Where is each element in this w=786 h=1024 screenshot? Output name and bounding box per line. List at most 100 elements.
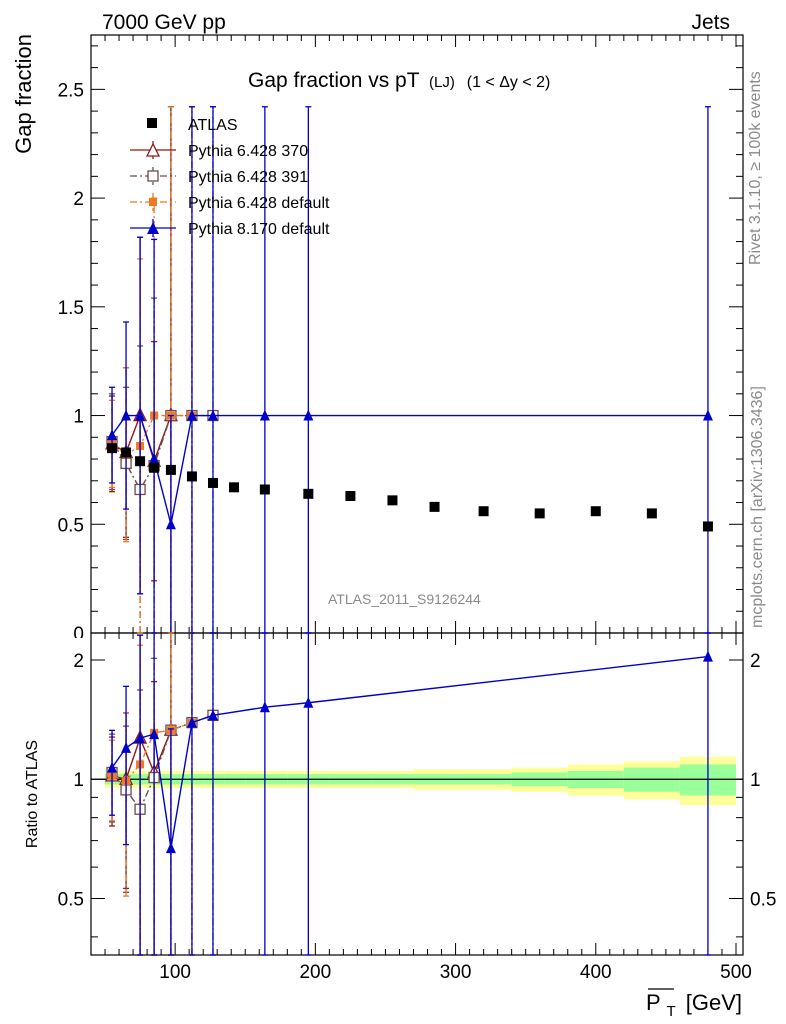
x-tick-label: 500 — [720, 962, 752, 983]
main-title-text: Gap fraction vs pT — [248, 69, 420, 92]
main-point-atlas — [387, 495, 398, 506]
main-point-atlas — [149, 462, 160, 473]
ratio-series-pythia-8-170-default — [107, 632, 713, 956]
main-series-line — [111, 414, 708, 525]
main-point-atlas — [186, 471, 197, 482]
x-axis-label-unit: [GeV] — [686, 990, 742, 1015]
main-y-tick-label: 2 — [73, 189, 84, 210]
legend-label-pythia-8170-default: Pythia 8.170 default — [188, 221, 330, 238]
ratio-y-axis-label: Ratio to ATLAS — [24, 740, 41, 848]
legend-item-pythia-6428-default: Pythia 6.428 default — [130, 193, 330, 212]
main-y-tick-label: 0.5 — [58, 515, 84, 536]
main-y-tick-label: 2.5 — [58, 80, 84, 101]
main-point-atlas — [165, 464, 176, 475]
ratio-series-pythia-6-428-370 — [104, 632, 178, 956]
legend-item-atlas: ATLAS — [147, 117, 238, 134]
main-point-pythia-8-170-default — [702, 409, 713, 421]
main-y-tick-label: 1 — [73, 407, 84, 428]
main-point-atlas — [345, 491, 356, 502]
main-y-tick-label: 1.5 — [58, 298, 84, 319]
main-point-pythia-8-170-default — [207, 409, 218, 421]
main-series-pythia-6-428-370 — [104, 106, 178, 634]
main-point-pythia-8-170-default — [303, 409, 314, 421]
mcplots-label: mcplots.cern.ch [arXiv:1306.3436] — [749, 386, 766, 628]
ratio-point-pythia-8-170-default — [303, 696, 314, 708]
main-series-line — [111, 414, 192, 456]
legend-marker-pythia-6428-370 — [145, 142, 161, 157]
main-point-atlas — [646, 508, 657, 519]
legend-marker-pythia-8170-default — [147, 222, 159, 234]
x-tick-label: 300 — [440, 962, 472, 983]
main-series-pythia-8-170-default — [107, 106, 713, 634]
x-axis-label: P T [GeV] — [646, 990, 742, 1021]
legend-marker-atlas — [147, 118, 157, 128]
rivet-version-label: Rivet 3.1.10, ≥ 100k events — [747, 71, 764, 265]
legend-label-pythia-6428-default: Pythia 6.428 default — [188, 195, 330, 212]
ratio-y-tick-label-left: 1 — [73, 770, 84, 791]
main-point-pythia-8-170-default — [149, 453, 160, 465]
ratio-plot-frame — [90, 632, 744, 956]
axis-ticks: 100 200 300 400 500 0.5 1 1.5 2 2.5 0 0.5 0.5 1 1 2 2 — [58, 35, 776, 983]
main-point-atlas — [259, 484, 270, 495]
x-tick-label: 400 — [580, 962, 612, 983]
ratio-y-tick-label-left: 0.5 — [58, 889, 84, 910]
main-point-atlas — [590, 506, 601, 517]
main-point-pythia-8-170-default — [107, 429, 118, 441]
main-point-atlas — [429, 501, 440, 512]
x-axis-label-subscript: T — [666, 1003, 675, 1020]
ratio-point-pythia-8-170-default — [135, 732, 146, 744]
analysis-watermark: ATLAS_2011_S9126244 — [328, 591, 481, 607]
main-point-atlas — [534, 508, 545, 519]
legend-label-pythia-6428-391: Pythia 6.428 391 — [188, 169, 308, 186]
header-right: Jets — [691, 11, 730, 34]
ratio-y-tick-label-right: 2 — [750, 651, 761, 672]
main-point-atlas — [121, 447, 132, 458]
main-series-atlas — [107, 443, 713, 532]
legend-label-atlas: ATLAS — [188, 117, 238, 134]
legend-marker-pythia-6428-default — [149, 198, 157, 206]
x-tick-label: 100 — [159, 962, 191, 983]
ratio-point-pythia-8-170-default — [207, 709, 218, 721]
legend-label-pythia-6428-370: Pythia 6.428 370 — [188, 143, 308, 160]
ratio-point-pythia-8-170-default — [259, 701, 270, 713]
ratio-series-line — [111, 655, 709, 849]
header-left: 7000 GeV pp — [102, 11, 226, 34]
ratio-point-pythia-8-170-default — [121, 741, 132, 753]
ratio-point-pythia-8-170-default — [702, 650, 713, 662]
legend-marker-pythia-6428-391 — [147, 170, 159, 182]
main-point-atlas — [702, 521, 713, 532]
legend-item-pythia-6428-391: Pythia 6.428 391 — [130, 167, 308, 186]
ratio-point-pythia-8-170-default — [149, 728, 160, 740]
main-point-pythia-8-170-default — [165, 518, 176, 530]
ratio-point-pythia-8-170-default — [165, 842, 176, 854]
ratio-y-tick-label-left: 2 — [73, 651, 84, 672]
ratio-y-tick-label-right: 1 — [750, 770, 761, 791]
ratio-point-pythia-8-170-default — [186, 716, 197, 728]
ratio-point-pythia-8-170-default — [107, 761, 118, 773]
main-point-pythia-8-170-default — [186, 409, 197, 421]
ratio-plot-area — [91, 632, 743, 956]
main-point-pythia-8-170-default — [259, 409, 270, 421]
main-title-sub: (LJ) — [429, 74, 455, 91]
main-y-tick-label-zero: 0 — [73, 624, 84, 645]
main-point-atlas — [478, 506, 489, 517]
legend-item-pythia-8170-default: Pythia 8.170 default — [130, 219, 330, 238]
main-series-pythia-6-428-default — [108, 106, 196, 634]
main-chart-title: Gap fraction vs pT (LJ) (1 < Δy < 2) — [248, 69, 550, 92]
main-point-pythia-8-170-default — [121, 409, 132, 421]
main-title-range: (1 < Δy < 2) — [467, 74, 551, 91]
main-plot-area: 100 200 300 400 500 0.5 1 1.5 2 2.5 0 0.5 0.5 1 1 2 2 — [58, 35, 776, 983]
main-point-atlas — [229, 482, 240, 493]
main-point-atlas — [303, 488, 314, 499]
x-axis-label-symbol: P — [646, 990, 660, 1015]
x-tick-label: 200 — [299, 962, 331, 983]
main-point-pythia-8-170-default — [135, 409, 146, 421]
main-y-axis-label: Gap fraction — [11, 34, 36, 154]
legend: ATLAS Pythia 6.428 370 Pythia 6.428 391 … — [130, 117, 330, 238]
legend-item-pythia-6428-370: Pythia 6.428 370 — [130, 141, 308, 160]
main-point-atlas — [107, 443, 118, 454]
ratio-uncertainty-bands — [105, 756, 736, 806]
main-point-atlas — [207, 477, 218, 488]
ratio-y-tick-label-right: 0.5 — [750, 889, 776, 910]
